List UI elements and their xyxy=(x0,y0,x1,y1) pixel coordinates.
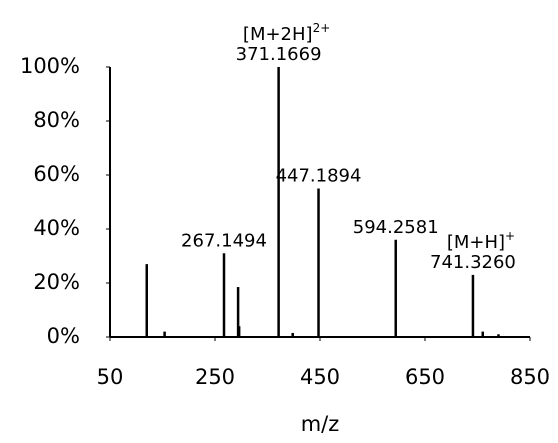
y-tick-label: 20% xyxy=(33,270,80,294)
y-tick-label: 40% xyxy=(33,216,80,240)
x-tick-label: 50 xyxy=(97,365,124,389)
y-tick-label: 80% xyxy=(33,108,80,132)
ion-charge: + xyxy=(505,228,515,242)
y-tick-label: 60% xyxy=(33,162,80,186)
y-tick-label: 100% xyxy=(20,54,80,78)
ion-label: [M+H]+ xyxy=(447,228,515,253)
peak-label: 267.1494 xyxy=(181,230,267,251)
x-tick-label: 450 xyxy=(300,365,340,389)
y-tick-label: 0% xyxy=(47,324,80,348)
peak-label: 371.1669 xyxy=(236,44,322,65)
ion-formula: [M+2H] xyxy=(243,24,313,45)
peak-label: 447.1894 xyxy=(276,166,362,187)
ion-formula: [M+H] xyxy=(447,232,505,253)
x-tick-label: 650 xyxy=(405,365,445,389)
x-tick-label: 850 xyxy=(510,365,550,389)
ion-label: [M+2H]2+ xyxy=(243,21,330,46)
peak-label: 741.3260 xyxy=(430,252,516,273)
ion-charge: 2+ xyxy=(313,21,331,35)
peak-label: 594.2581 xyxy=(353,217,439,238)
x-axis-title: m/z xyxy=(301,412,340,436)
x-tick-label: 250 xyxy=(195,365,235,389)
